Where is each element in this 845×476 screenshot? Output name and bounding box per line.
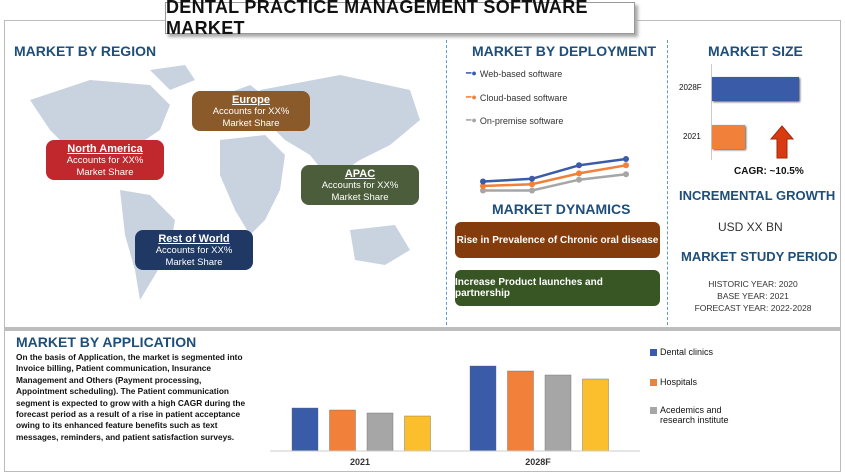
deployment-point bbox=[480, 183, 486, 189]
deployment-line bbox=[482, 157, 627, 183]
application-bar bbox=[366, 412, 394, 452]
bar-label: 2028F bbox=[679, 83, 702, 92]
region-heading: MARKET BY REGION bbox=[14, 43, 157, 59]
axis bbox=[711, 64, 712, 160]
deployment-point bbox=[623, 171, 629, 178]
dynamics-heading: MARKET DYNAMICS bbox=[492, 201, 631, 217]
deployment-point bbox=[576, 162, 582, 169]
region-europe: Europe Accounts for XX% Market Share bbox=[192, 91, 310, 131]
line-marker-icon: ━● bbox=[466, 92, 477, 102]
market-size-bar-2028F bbox=[712, 77, 799, 101]
deployment-point bbox=[529, 181, 535, 188]
market-size-bar-2021 bbox=[712, 125, 745, 149]
deployment-point bbox=[480, 178, 486, 185]
application-heading: MARKET BY APPLICATION bbox=[16, 334, 197, 350]
application-description: On the basis of Application, the market … bbox=[16, 352, 246, 442]
deployment-point bbox=[480, 187, 486, 194]
deployment-line-chart bbox=[480, 156, 629, 194]
market-size-heading: MARKET SIZE bbox=[708, 43, 803, 59]
region-rest-of-world: Rest of World Accounts for XX% Market Shar… bbox=[135, 230, 253, 270]
divider bbox=[4, 327, 841, 331]
application-bar bbox=[329, 409, 356, 452]
category-label: 2028F bbox=[525, 457, 551, 467]
bar-legend-item: Acedemics and research institute bbox=[650, 405, 745, 425]
application-bar bbox=[507, 370, 534, 452]
forecast-year: FORECAST YEAR: 2022-2028 bbox=[694, 303, 812, 313]
deployment-point bbox=[529, 175, 535, 182]
application-bar bbox=[544, 374, 572, 452]
legend-label: Acedemics and research institute bbox=[660, 405, 729, 425]
historic-year: HISTORIC YEAR: 2020 bbox=[708, 279, 798, 289]
legend-label: Hospitals bbox=[660, 377, 698, 387]
deployment-heading: MARKET BY DEPLOYMENT bbox=[472, 43, 657, 59]
bar-legend-item: Hospitals bbox=[650, 377, 745, 387]
up-arrow-icon bbox=[770, 125, 794, 159]
deployment-line bbox=[483, 173, 627, 192]
incremental-growth-value: USD XX BN bbox=[718, 220, 783, 234]
cagr-value: CAGR: ~10.5% bbox=[734, 166, 804, 177]
deployment-point bbox=[623, 156, 629, 162]
deployment-line bbox=[482, 164, 627, 188]
base-year: BASE YEAR: 2021 bbox=[717, 291, 789, 301]
application-bar bbox=[582, 378, 609, 452]
legend-swatch-icon bbox=[650, 379, 657, 386]
dynamic-driver: Rise in Prevalence of Chronic oral disea… bbox=[455, 222, 660, 258]
application-bar bbox=[291, 407, 319, 452]
legend-swatch-icon bbox=[650, 407, 657, 414]
line-marker-icon: ━● bbox=[466, 68, 477, 78]
bar-label: 2021 bbox=[683, 132, 701, 141]
page-title: DENTAL PRACTICE MANAGEMENT SOFTWARE MARK… bbox=[165, 0, 635, 38]
dynamic-driver: Increase Product launches and partnershi… bbox=[455, 270, 660, 306]
divider bbox=[446, 40, 447, 325]
legend-swatch-icon bbox=[650, 349, 657, 356]
legend-web: ━● Web-based software bbox=[466, 68, 563, 79]
study-period-heading: MARKET STUDY PERIOD bbox=[681, 249, 838, 264]
deployment-point bbox=[576, 176, 582, 183]
application-bar bbox=[469, 365, 497, 452]
incremental-growth-heading: INCREMENTAL GROWTH bbox=[679, 188, 836, 203]
legend-cloud: ━● Cloud-based software bbox=[466, 92, 568, 103]
application-bar bbox=[404, 415, 431, 452]
category-label: 2021 bbox=[350, 457, 370, 467]
line-marker-icon: ━● bbox=[466, 115, 477, 125]
divider bbox=[667, 40, 668, 325]
legend-label: Dental clinics bbox=[660, 347, 714, 357]
region-apac: APAC Accounts for XX% Market Share bbox=[301, 165, 419, 205]
study-period: HISTORIC YEAR: 2020 BASE YEAR: 2021 FORECA… bbox=[668, 278, 838, 314]
deployment-point bbox=[529, 187, 535, 194]
legend-onpremise: ━● On-premise software bbox=[466, 115, 564, 126]
bar-legend-item: Dental clinics bbox=[650, 347, 745, 357]
deployment-point bbox=[576, 170, 582, 177]
deployment-point bbox=[623, 162, 629, 169]
application-bar-chart: 2021 2028F bbox=[270, 365, 640, 467]
region-north-america: North America Accounts for XX% Market Shar… bbox=[46, 140, 164, 180]
